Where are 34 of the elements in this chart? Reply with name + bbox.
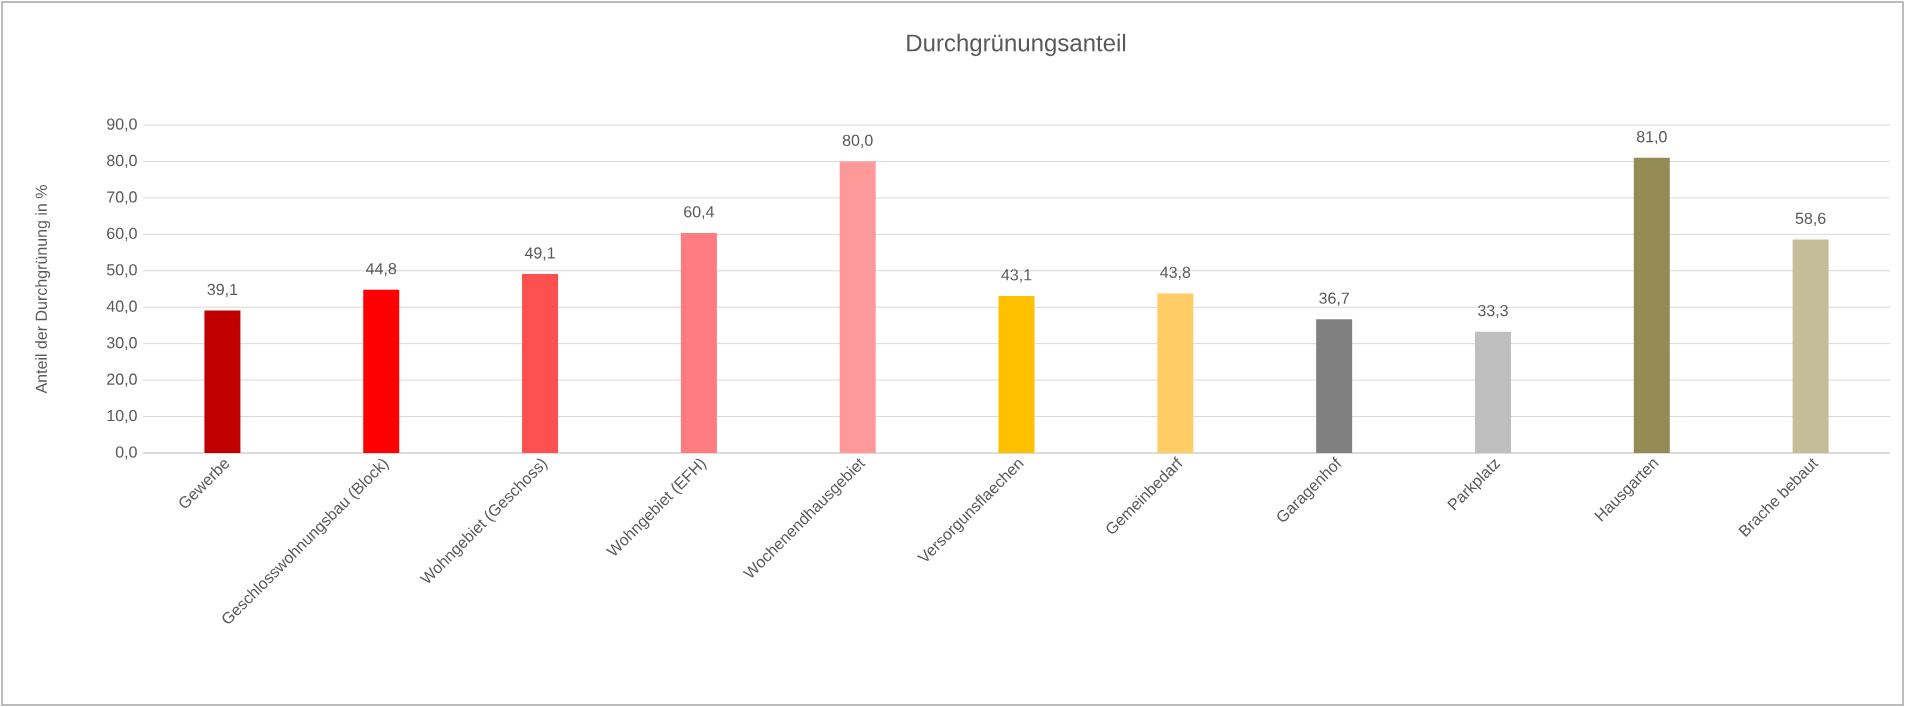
bar (363, 289, 400, 453)
bar (204, 310, 241, 453)
y-tick-label: 60,0 (107, 227, 137, 241)
data-label: 80,0 (842, 134, 873, 148)
bar (1316, 319, 1353, 453)
bar (998, 295, 1035, 453)
data-label: 44,8 (366, 262, 397, 277)
data-label: 49,1 (524, 247, 555, 261)
chart-title: Durchgrünungsanteil (907, 33, 1126, 57)
data-label: 58,6 (1795, 212, 1826, 226)
data-label: 39,1 (207, 283, 238, 297)
data-label: 81,0 (1636, 131, 1667, 145)
y-tick-label: 10,0 (107, 409, 137, 424)
bar (1474, 331, 1511, 453)
data-label: 43,8 (1160, 266, 1191, 280)
data-label: 36,7 (1319, 292, 1349, 306)
y-tick-label: 70,0 (107, 191, 137, 205)
bar (680, 232, 717, 453)
y-tick-label: 50,0 (106, 264, 137, 278)
y-tick-label: 90,0 (107, 118, 137, 132)
data-label: 43,1 (1001, 269, 1032, 283)
y-tick-label: 40,0 (106, 300, 137, 314)
data-label: 60,4 (684, 206, 714, 220)
y-tick-label: 80,0 (107, 154, 137, 169)
y-tick-label: 0,0 (115, 446, 137, 460)
bar (1633, 157, 1670, 453)
y-axis-title: Anteil der Durchgrünung in % (35, 185, 51, 394)
data-label: 33,3 (1478, 304, 1508, 319)
bar (522, 274, 559, 453)
bar (839, 161, 876, 453)
y-tick-label: 20,0 (107, 373, 137, 387)
bar (1157, 293, 1194, 453)
bar (1792, 239, 1829, 453)
y-tick-label: 30,0 (106, 337, 137, 351)
